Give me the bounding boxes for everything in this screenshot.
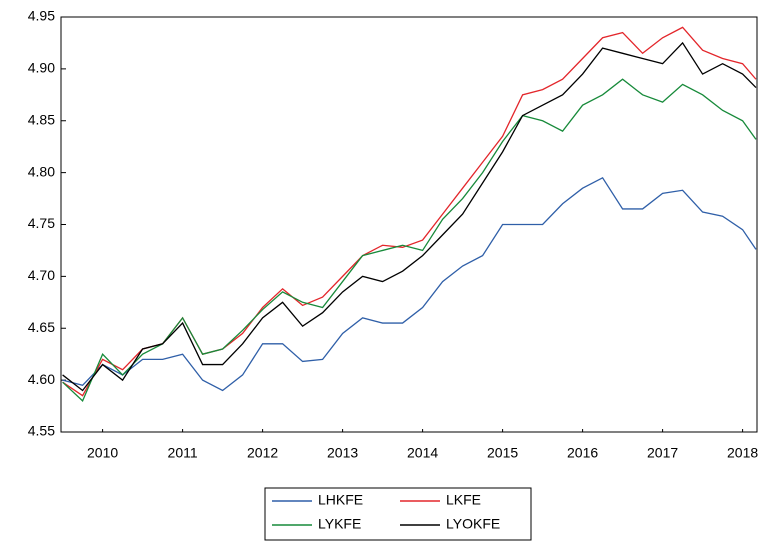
series-line xyxy=(62,41,757,392)
x-tick-label: 2015 xyxy=(487,445,518,461)
x-tick-label: 2013 xyxy=(327,445,358,461)
legend-label: LYKFE xyxy=(318,516,361,532)
x-tick-label: 2016 xyxy=(567,445,598,461)
y-tick-label: 4.95 xyxy=(28,8,55,24)
x-tick-label: 2010 xyxy=(87,445,118,461)
x-tick-label: 2018 xyxy=(727,445,758,461)
y-tick-label: 4.70 xyxy=(28,267,55,283)
y-tick-label: 4.60 xyxy=(28,371,55,387)
x-tick-label: 2017 xyxy=(647,445,678,461)
y-tick-label: 4.90 xyxy=(28,60,55,76)
y-tick-label: 4.75 xyxy=(28,215,55,231)
x-tick-label: 2011 xyxy=(168,445,198,461)
legend-label: LHKFE xyxy=(318,492,363,508)
legend-box xyxy=(264,487,532,541)
legend-label: LYOKFE xyxy=(446,516,500,532)
y-tick-label: 4.85 xyxy=(28,111,55,127)
y-tick-label: 4.80 xyxy=(28,163,55,179)
y-tick-label: 4.55 xyxy=(28,423,55,439)
x-tick-label: 2012 xyxy=(247,445,278,461)
series-line xyxy=(62,176,757,392)
plot-frame xyxy=(60,16,758,433)
x-tick-label: 2014 xyxy=(407,445,438,461)
legend-label: LKFE xyxy=(446,492,481,508)
series-line xyxy=(62,78,757,402)
y-tick-label: 4.65 xyxy=(28,319,55,335)
